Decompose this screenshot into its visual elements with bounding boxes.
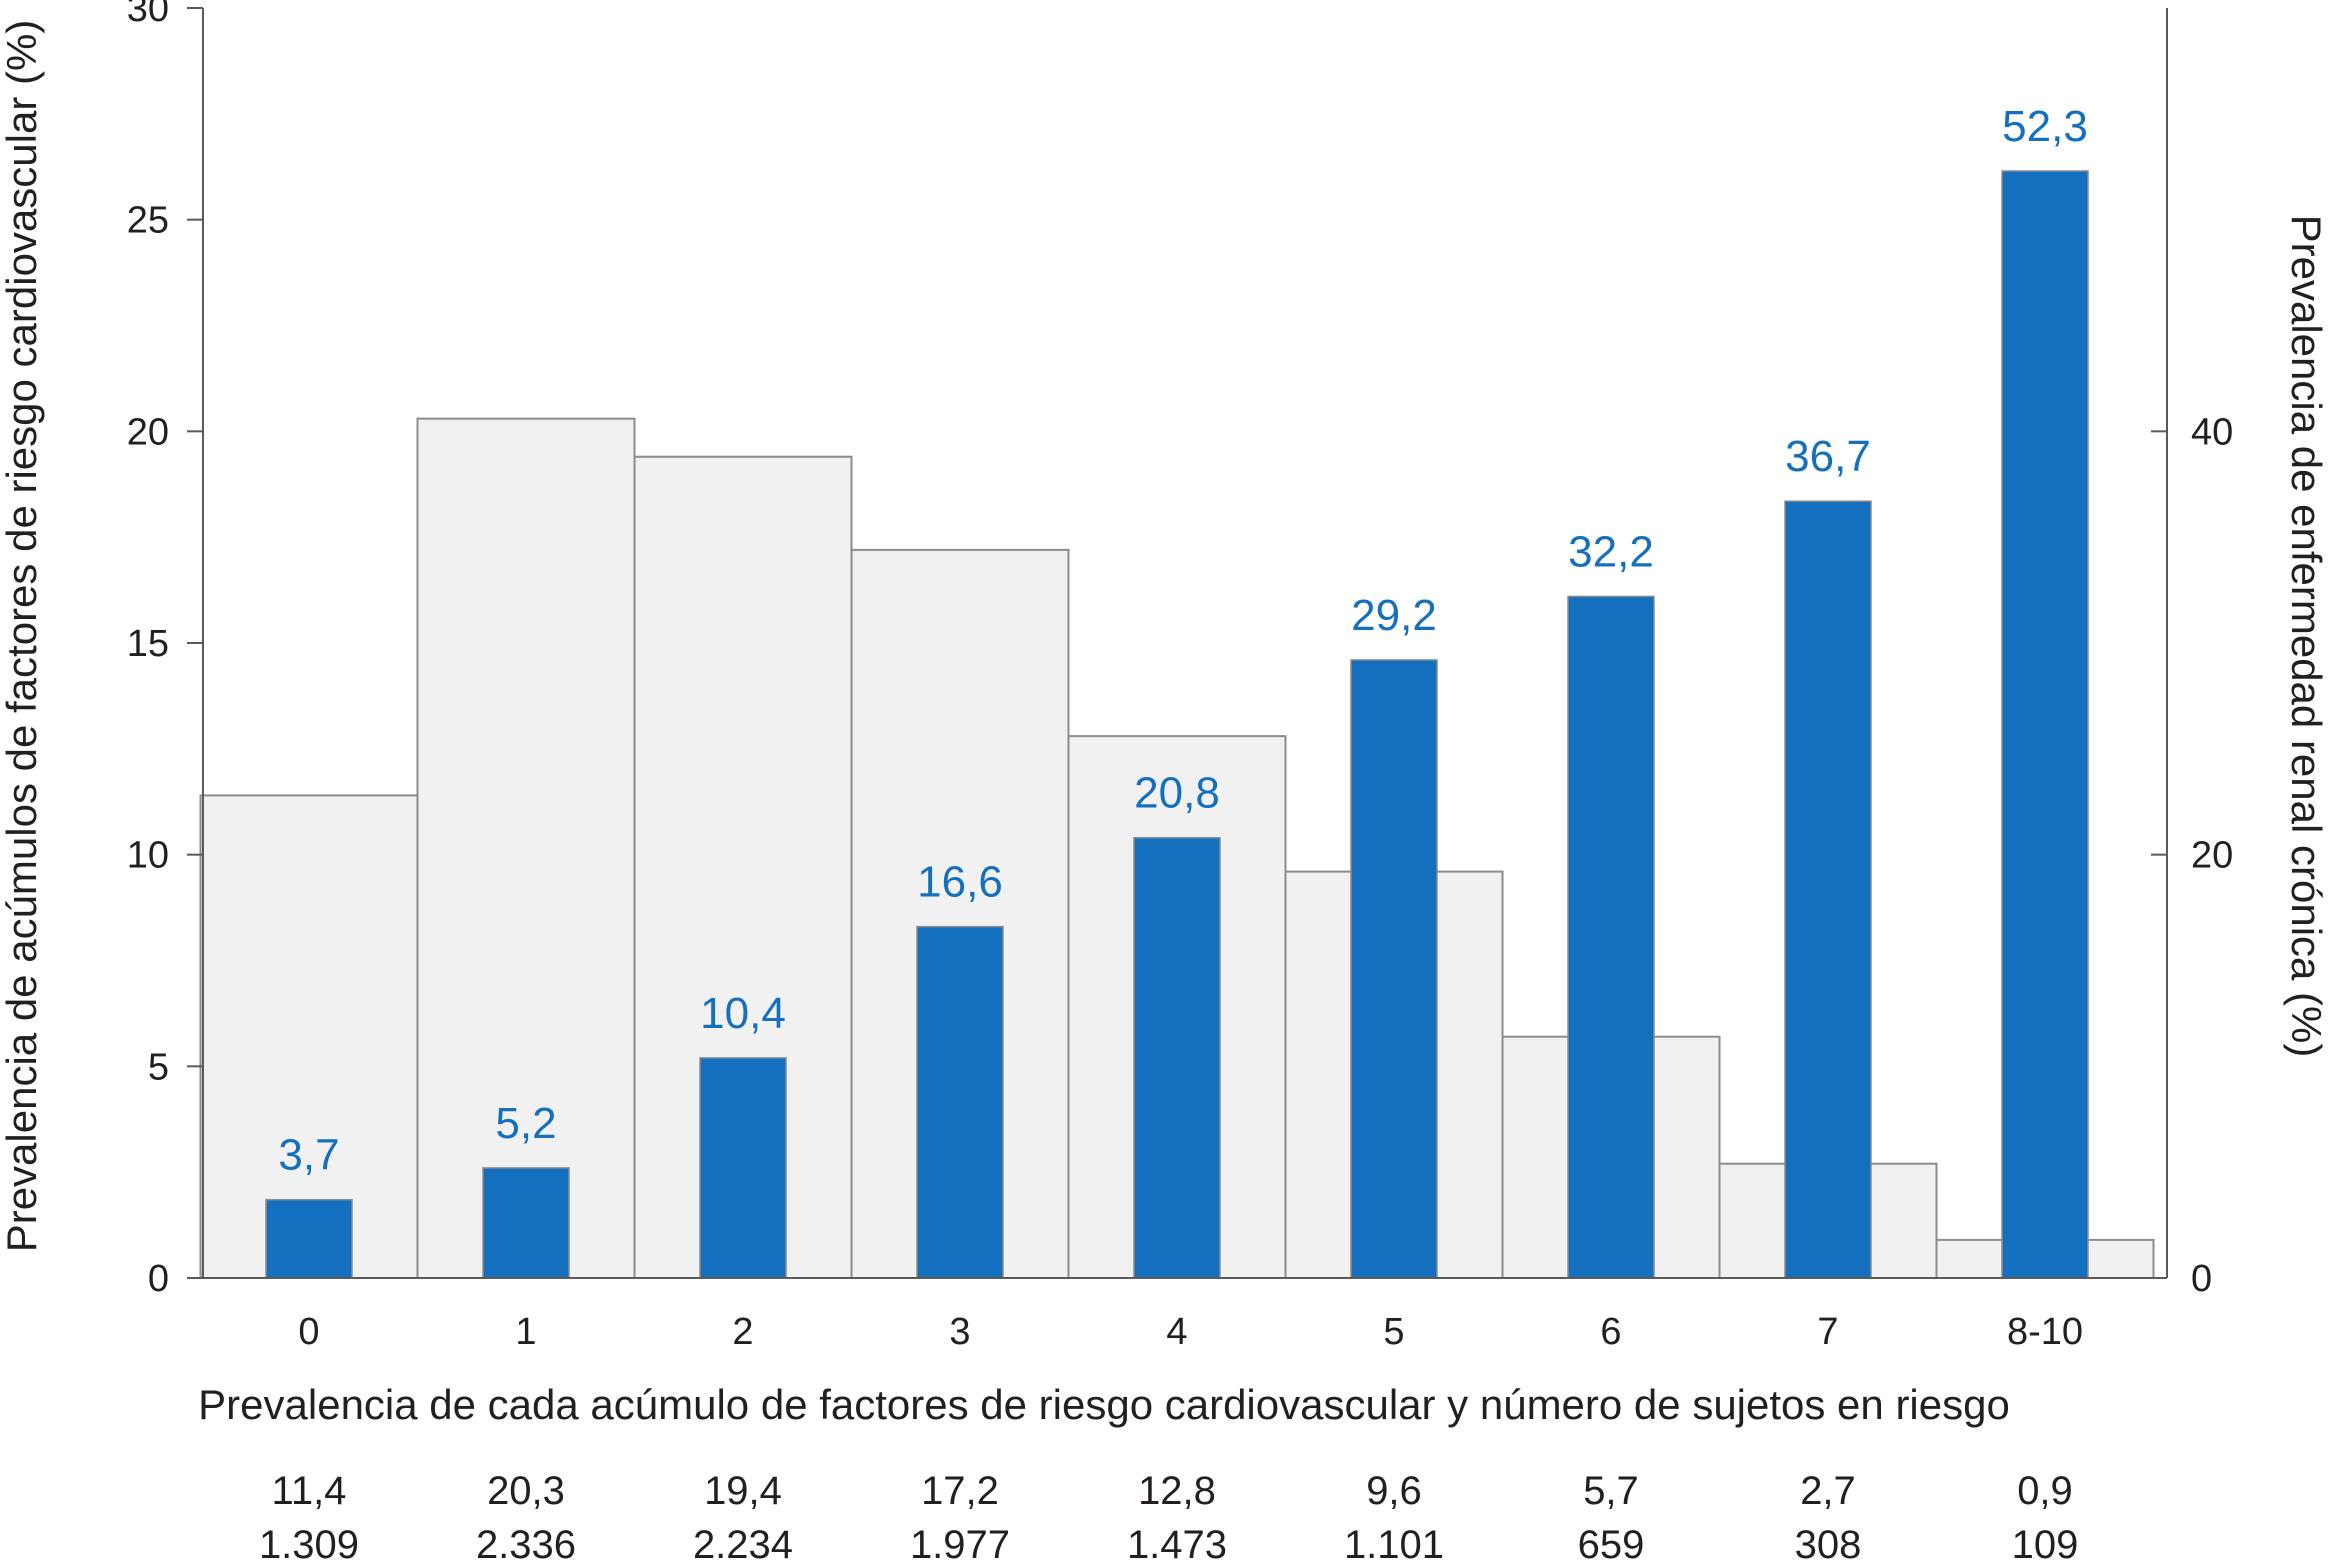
left-axis-title: Prevalencia de acúmulos de factores de r… <box>0 20 45 1253</box>
subjects-count: 1.473 <box>1127 1523 1227 1562</box>
subjects-table: 11,4 20,3 19,4 17,2 12,8 9,6 5,7 2,7 0,9 1.309 2.3… <box>259 1469 2078 1562</box>
subjects-count: 308 <box>1795 1523 1862 1562</box>
right-axis-title: Prevalencia de enfermedad renal crónica … <box>2283 215 2328 1058</box>
ckd-data-label: 52,3 <box>2002 102 2088 151</box>
left-tick-label: 10 <box>127 835 169 877</box>
subjects-count: 2.234 <box>693 1523 793 1562</box>
risk-factor-bar-1 <box>416 417 636 1279</box>
subjects-count: 659 <box>1578 1523 1645 1562</box>
prevalence-value: 2,7 <box>1800 1469 1856 1513</box>
ckd-data-label: 5,2 <box>495 1099 556 1148</box>
category-label: 3 <box>949 1311 970 1353</box>
prevalence-value: 17,2 <box>921 1469 999 1513</box>
right-axis-ticks: 0 20 40 <box>2151 411 2233 1300</box>
ckd-bar-6 <box>1567 595 1655 1279</box>
ckd-data-labels: 3,7 5,2 10,4 16,6 20,8 29,2 32,2 36,7 52,3 <box>278 102 2087 1180</box>
ckd-bar-5 <box>1350 659 1438 1279</box>
ckd-bar-4 <box>1133 836 1221 1279</box>
ckd-bar-8-10 <box>2001 170 2089 1279</box>
category-label: 6 <box>1600 1311 1621 1353</box>
risk-factor-bar-0 <box>199 794 419 1280</box>
subjects-count: 1.977 <box>910 1523 1010 1562</box>
ckd-bar-1 <box>482 1167 570 1279</box>
ckd-bar-7 <box>1784 500 1872 1279</box>
subjects-count: 109 <box>2012 1523 2079 1562</box>
prevalence-value: 9,6 <box>1366 1469 1422 1513</box>
right-tick-label: 40 <box>2191 411 2233 453</box>
ckd-data-label: 10,4 <box>700 989 786 1038</box>
category-label: 0 <box>298 1311 319 1353</box>
subjects-count: 1.309 <box>259 1523 359 1562</box>
prevalence-value: 20,3 <box>487 1469 565 1513</box>
ckd-data-label: 16,6 <box>917 858 1003 907</box>
right-tick-label: 0 <box>2191 1258 2212 1300</box>
category-label: 8-10 <box>2007 1311 2083 1353</box>
prevalence-value: 12,8 <box>1138 1469 1216 1513</box>
ckd-bar-2 <box>699 1057 787 1279</box>
category-labels: 0 1 2 3 4 5 6 7 8-10 <box>298 1311 2083 1353</box>
left-tick-label: 5 <box>148 1046 169 1088</box>
subjects-count: 1.101 <box>1344 1523 1444 1562</box>
left-tick-label: 0 <box>148 1258 169 1300</box>
prevalence-value: 11,4 <box>272 1469 347 1513</box>
category-label: 2 <box>732 1311 753 1353</box>
category-label: 1 <box>515 1311 536 1353</box>
category-label: 7 <box>1817 1311 1838 1353</box>
x-axis-title: Prevalencia de cada acúmulo de factores … <box>198 1381 2010 1428</box>
prevalence-value: 5,7 <box>1583 1469 1639 1513</box>
right-tick-label: 20 <box>2191 835 2233 877</box>
prevalence-value: 19,4 <box>704 1469 782 1513</box>
ckd-bars <box>265 170 2089 1279</box>
left-tick-label: 15 <box>127 623 169 665</box>
category-label: 5 <box>1383 1311 1404 1353</box>
ckd-bar-3 <box>916 925 1004 1279</box>
left-tick-label: 25 <box>127 200 169 242</box>
risk-factor-bar-2 <box>633 455 853 1279</box>
left-tick-label: 30 <box>127 0 169 30</box>
left-axis-ticks: 0 5 10 15 20 25 30 <box>127 0 203 1300</box>
category-label: 4 <box>1166 1311 1187 1353</box>
ckd-data-label: 29,2 <box>1351 591 1437 640</box>
left-tick-label: 20 <box>127 411 169 453</box>
ckd-data-label: 3,7 <box>278 1131 339 1180</box>
ckd-data-label: 36,7 <box>1785 432 1871 481</box>
ckd-bar-0 <box>265 1198 353 1279</box>
ckd-data-label: 32,2 <box>1568 527 1654 576</box>
subjects-count: 2.336 <box>476 1523 576 1562</box>
ckd-data-label: 20,8 <box>1134 769 1220 818</box>
prevalence-value: 0,9 <box>2017 1469 2073 1513</box>
